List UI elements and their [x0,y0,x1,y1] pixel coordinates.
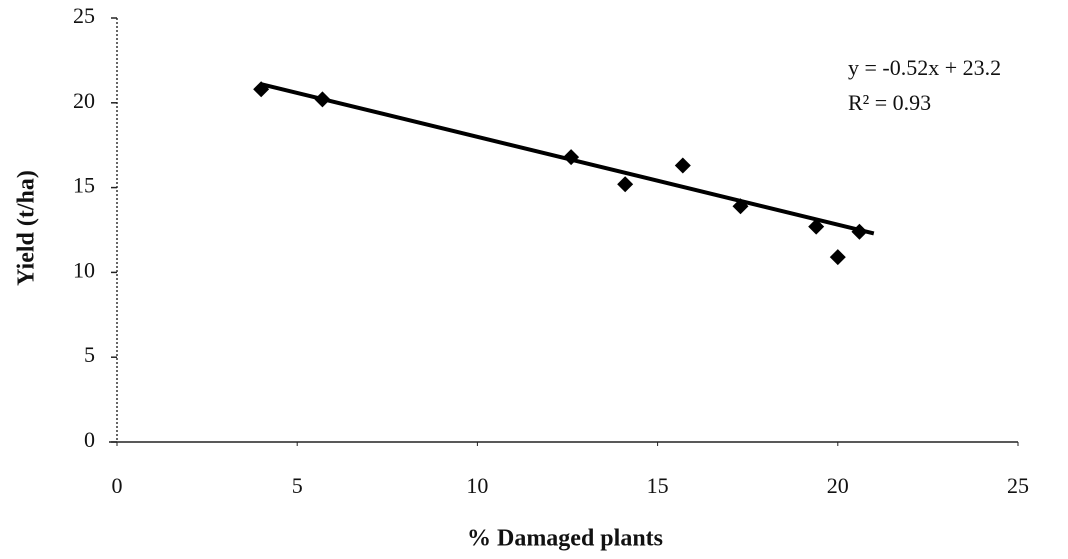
y-axis-label: Yield (t/ha) [14,170,40,286]
x-tick-label: 10 [466,473,488,498]
point [674,157,691,174]
r-squared: R² = 0.93 [848,90,931,115]
y-tick-label: 25 [73,3,95,28]
y-tick-label: 20 [73,88,95,113]
point [617,176,634,193]
equation: y = -0.52x + 23.2 [848,55,1001,80]
x-axis-label: % Damaged plants [467,526,663,552]
point [732,198,749,215]
x-tick-label: 0 [112,473,123,498]
point [563,149,580,166]
x-tick-label: 5 [292,473,303,498]
y-tick-label: 0 [84,427,95,452]
point [808,218,825,235]
y-tick-label: 10 [73,257,95,282]
point [253,81,270,98]
point [314,91,331,108]
point [851,223,868,240]
y-tick-label: 5 [84,342,95,367]
x-tick-label: 20 [827,473,849,498]
x-tick-label: 15 [647,473,669,498]
x-tick-label: 25 [1007,473,1029,498]
point [829,249,846,266]
y-tick-label: 15 [73,173,95,198]
